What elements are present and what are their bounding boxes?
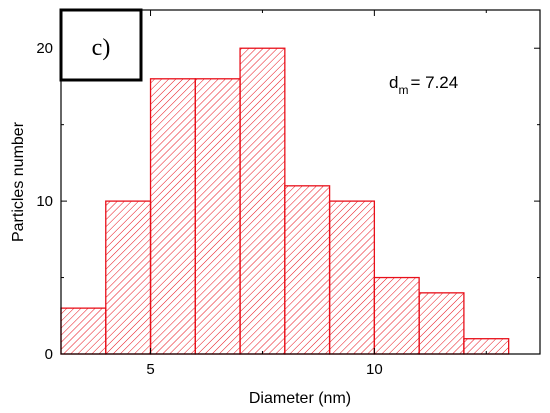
- histogram-bars: [60, 47, 510, 355]
- histogram-bar: [149, 78, 196, 355]
- histogram-bar: [239, 47, 286, 355]
- annotation-value: = 7.24: [410, 73, 458, 92]
- histogram-bar: [284, 185, 331, 355]
- x-tick-label: 10: [366, 361, 383, 378]
- histogram-bar: [105, 200, 152, 355]
- y-tick-label: 0: [45, 346, 53, 363]
- plot-frame: [60, 9, 541, 355]
- y-tick-label: 20: [36, 40, 53, 57]
- annotation-subscript: m: [398, 83, 408, 97]
- axis-tick-labels: 5 10 0 10 20: [36, 40, 382, 378]
- histogram-bar: [60, 307, 107, 355]
- mean-diameter-annotation: dm = 7.24: [389, 73, 458, 97]
- x-tick-label: 5: [146, 361, 154, 378]
- x-axis-title: Diameter (nm): [249, 390, 351, 407]
- y-axis-title: Particles number: [10, 121, 27, 242]
- y-tick-label: 10: [36, 193, 53, 210]
- histogram-bar: [328, 200, 376, 355]
- axis-ticks: [61, 10, 540, 355]
- panel-label: c): [92, 35, 111, 61]
- panel-label-box: [59, 8, 143, 82]
- annotation-symbol: d: [389, 73, 398, 92]
- histogram-bar: [373, 276, 420, 355]
- histogram-bar: [418, 292, 465, 355]
- histogram-bar: [194, 78, 241, 355]
